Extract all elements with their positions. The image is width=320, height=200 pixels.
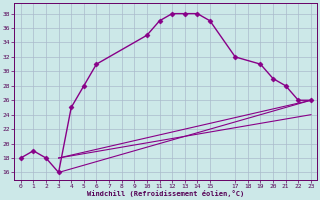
X-axis label: Windchill (Refroidissement éolien,°C): Windchill (Refroidissement éolien,°C) — [87, 190, 244, 197]
